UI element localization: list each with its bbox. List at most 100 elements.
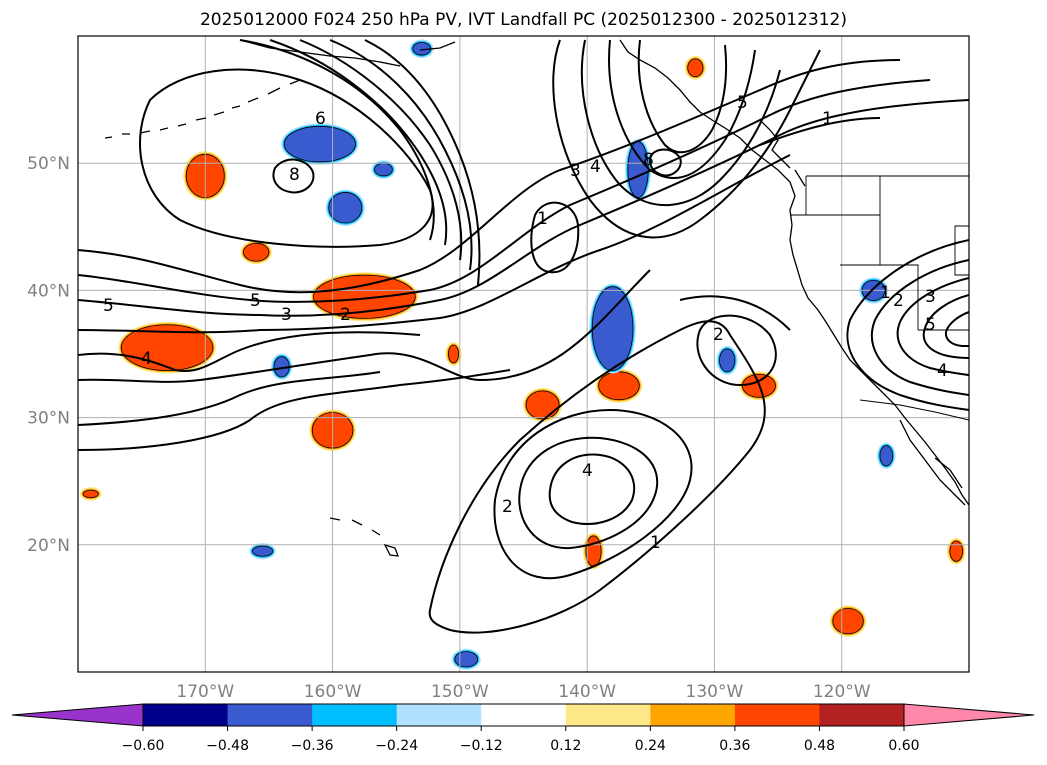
contour-label: 1 — [822, 109, 833, 129]
contour-alaska-1 — [139, 68, 434, 248]
pv-negative-anomaly — [281, 123, 359, 165]
contour-label: 4 — [590, 157, 601, 177]
contour-label: 1 — [650, 533, 661, 553]
colorbar-tick-label: 0.24 — [635, 738, 666, 754]
contour-ridge-3 — [78, 154, 791, 334]
map-title: 2025012000 F024 250 hPa PV, IVT Landfall… — [199, 10, 847, 30]
contour-label: 2 — [502, 497, 513, 517]
lon-tick-label: 150°W — [431, 682, 489, 702]
colorbar-under-arrow — [11, 703, 144, 727]
pv-positive-anomaly — [445, 342, 462, 366]
contour-label: 4 — [937, 361, 948, 381]
contour-label: 5 — [103, 296, 114, 316]
pv-negative-anomaly — [876, 442, 896, 469]
colorbar-frame — [142, 703, 905, 727]
contour-label: 1 — [537, 209, 548, 229]
contour-ca-5 — [944, 311, 969, 347]
contour-ca-2 — [870, 259, 969, 396]
pv-positive-anomaly — [829, 605, 867, 637]
colorbar-tick-label: 0.36 — [719, 738, 750, 754]
contour-south-2 — [493, 408, 693, 580]
state-borders — [790, 175, 969, 421]
contour-ca-4 — [922, 294, 969, 359]
lat-tick-label: 50°N — [27, 154, 70, 174]
contour-label: 2 — [893, 291, 904, 311]
lat-tick-label: 20°N — [27, 536, 70, 556]
lat-tick-label: 30°N — [27, 409, 70, 429]
pv-positive-anomaly — [523, 387, 563, 422]
coastline-aleutians — [104, 79, 301, 139]
contour-label-layer: 5 4 5 3 2 6 8 1 3 4 8 5 1 2 4 2 1 1 2 3 … — [103, 93, 948, 553]
pv-positive-anomaly — [684, 55, 706, 80]
contour-label: 8 — [643, 150, 654, 170]
pv-positive-anomaly — [946, 537, 966, 565]
pv-negative-anomaly — [371, 160, 396, 179]
contour-label: 8 — [289, 165, 300, 185]
lon-tick-label: 120°W — [813, 682, 871, 702]
ivt-contours — [78, 39, 969, 634]
colorbar-tick-label: −0.60 — [122, 738, 165, 754]
colorbar: −0.60 −0.48 −0.36 −0.24 −0.12 0.12 0.24 0.36 0.4… — [11, 703, 1035, 754]
contour-label: 3 — [570, 161, 581, 181]
pv-positive-anomaly — [118, 321, 216, 374]
border-state-ca-nv — [840, 264, 919, 330]
contour-label: 2 — [713, 325, 724, 345]
contour-label: 3 — [925, 287, 936, 307]
pv-positive-anomaly — [595, 368, 643, 403]
contour-label: 4 — [141, 349, 152, 369]
contour-label: 5 — [250, 291, 261, 311]
colorbar-tick-label: −0.36 — [291, 738, 334, 754]
contour-label: 1 — [880, 283, 891, 303]
contour-label: 4 — [582, 461, 593, 481]
contour-alaska-3 — [269, 39, 448, 246]
colorbar-over-arrow — [903, 703, 1035, 727]
colorbar-tick-label: 0.60 — [888, 738, 919, 754]
contour-west-5 — [78, 269, 651, 383]
pv-negative-anomaly — [589, 283, 636, 374]
lat-tick-label: 40°N — [27, 281, 70, 301]
pv-positive-anomaly — [240, 240, 272, 265]
contour-gulf-low-1 — [552, 39, 821, 239]
contour-west-4 — [78, 331, 421, 372]
lon-tick-label: 170°W — [176, 682, 234, 702]
contour-gulf-low-3 — [608, 39, 756, 180]
contour-label: 6 — [315, 109, 326, 129]
contour-southwest-2 — [78, 371, 381, 426]
coastline-canada-islands — [759, 119, 806, 187]
pv-negative-anomaly — [716, 345, 738, 375]
contour-gulf-closed — [648, 148, 682, 177]
coastline-hawaii — [329, 517, 399, 557]
contour-closed-1-mid — [530, 201, 580, 274]
pv-positive-anomaly — [80, 487, 102, 501]
colorbar-segment — [650, 704, 736, 726]
contour-gulf-low-2 — [580, 39, 781, 206]
coastlines — [104, 39, 969, 557]
contour-south-3 — [518, 436, 659, 550]
coastline-north-america — [619, 39, 969, 506]
pv-negative-anomaly — [271, 353, 293, 380]
map-frame — [77, 35, 970, 673]
colorbar-segment — [734, 704, 820, 726]
contour-southwest-1 — [78, 369, 511, 451]
colorbar-tick-label: 0.12 — [550, 738, 581, 754]
axis-tick-labels: 170°W 160°W 150°W 140°W 130°W 120°W 20°N 30°N 40… — [27, 154, 871, 702]
contour-label: 5 — [925, 315, 936, 335]
lon-tick-label: 140°W — [558, 682, 616, 702]
contour-label: 5 — [737, 93, 748, 113]
colorbar-segment — [312, 704, 398, 726]
colorbar-tick-label: 0.48 — [804, 738, 835, 754]
lon-tick-label: 160°W — [304, 682, 362, 702]
contour-sw-east-1 — [679, 295, 791, 331]
contour-closed-2-east — [696, 314, 777, 387]
pv-negative-anomaly — [325, 189, 365, 226]
contour-ridge-1 — [78, 79, 931, 303]
coastline-baja — [899, 419, 966, 506]
colorbar-segment — [565, 704, 651, 726]
pv-negative-anomaly — [451, 648, 481, 670]
contour-label: 2 — [340, 305, 351, 325]
colorbar-tick-label: −0.48 — [206, 738, 249, 754]
contour-alaska-2 — [239, 39, 435, 241]
contour-ne-1 — [759, 117, 881, 146]
gridlines — [78, 36, 969, 672]
colorbar-segment — [227, 704, 313, 726]
